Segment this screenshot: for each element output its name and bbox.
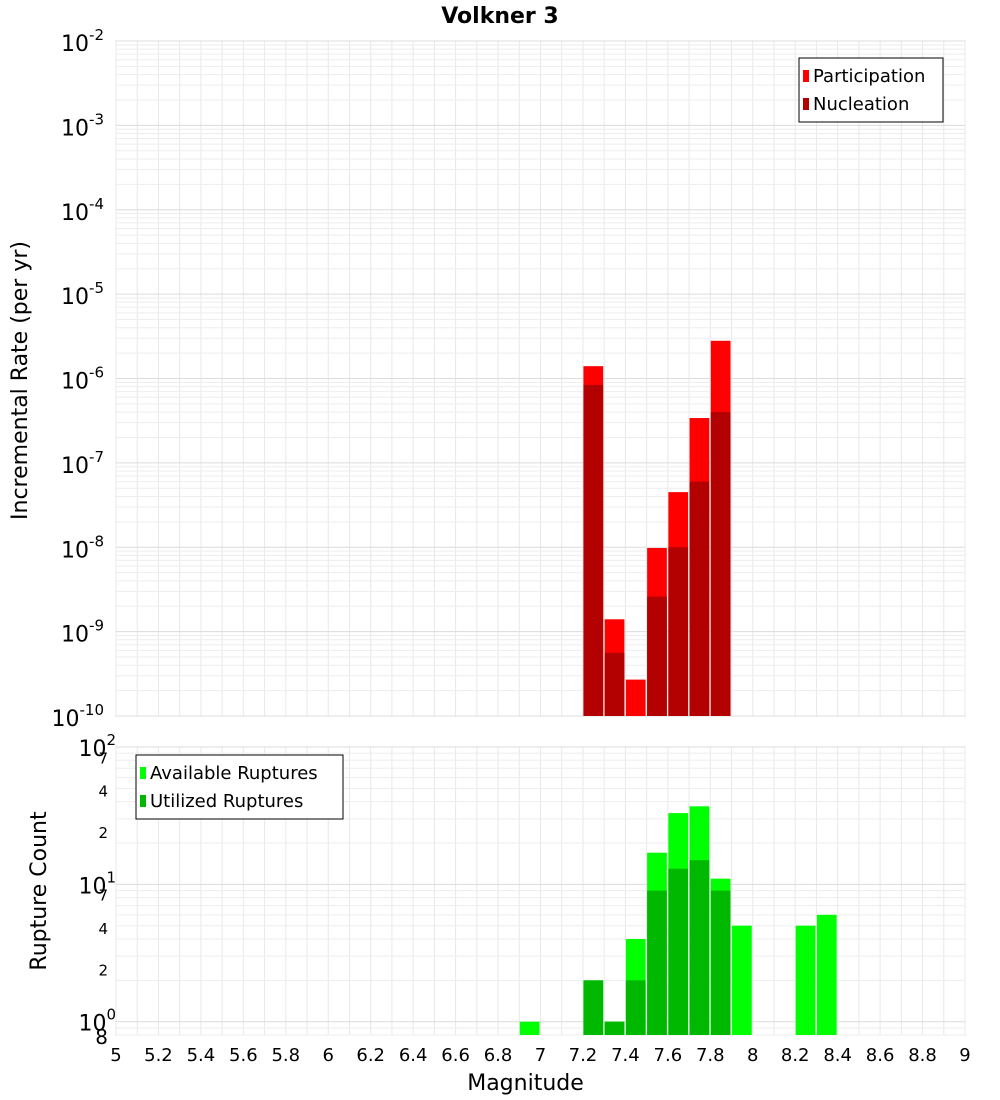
rate-bar-a xyxy=(625,679,646,716)
count-plot-bars xyxy=(519,806,837,1035)
magnitude-x-tick-label: 5.8 xyxy=(271,1045,300,1066)
magnitude-x-tick-label: 8.4 xyxy=(823,1045,852,1066)
magnitude-x-tick-label: 5.4 xyxy=(187,1045,216,1066)
count-bar-b xyxy=(710,890,731,1035)
count-legend-label: Utilized Ruptures xyxy=(150,791,303,812)
rate-y-tick-label: 10-5 xyxy=(61,279,104,310)
count-legend-swatch xyxy=(140,795,146,807)
count-bar-a xyxy=(795,925,816,1035)
magnitude-x-tick-label: 7.6 xyxy=(654,1045,683,1066)
count-y-power-label: 102 xyxy=(78,731,116,762)
rate-y-axis-label: Incremental Rate (per yr) xyxy=(8,241,33,520)
count-y-tick-label: 7 xyxy=(98,887,108,905)
count-bar-b xyxy=(583,980,604,1035)
rate-legend-box xyxy=(798,57,944,123)
rate-plot-bars xyxy=(583,340,731,716)
magnitude-x-axis-label: Magnitude xyxy=(467,1071,584,1096)
count-legend-box xyxy=(135,754,344,820)
rate-plot: 10-10 10-9 10-8 10-7 10-6 10-5 10-4 10-3 10-2 In… xyxy=(8,26,966,732)
count-y-tick-label: 2 xyxy=(98,824,108,842)
rate-legend-label: Participation xyxy=(813,66,925,87)
rate-bar-b xyxy=(647,596,667,716)
count-y-tick-label: 4 xyxy=(98,783,108,801)
magnitude-x-tick-label: 6.8 xyxy=(484,1045,513,1066)
rate-y-tick-label: 10-4 xyxy=(61,195,104,226)
count-legend-label: Available Ruptures xyxy=(150,763,318,784)
rate-y-tick-label: 10-2 xyxy=(61,26,104,57)
magnitude-x-tick-label: 5 xyxy=(110,1045,121,1066)
rate-bar-b xyxy=(668,547,689,716)
count-y-axis-label: Rupture Count xyxy=(27,811,52,971)
magnitude-x-tick-label: 8.6 xyxy=(866,1045,895,1066)
rate-legend-swatch xyxy=(803,98,809,110)
count-bar-b xyxy=(625,980,646,1035)
count-bar-a xyxy=(519,1021,540,1035)
count-y-ticks: 8 2 4 7 2 4 7 100 101 102 xyxy=(78,731,116,1049)
rate-y-tick-label: 10-7 xyxy=(61,448,104,479)
magnitude-x-tick-label: 7.8 xyxy=(696,1045,725,1066)
magnitude-x-tick-label: 5.6 xyxy=(229,1045,258,1066)
chart-title: Volkner 3 xyxy=(441,4,559,29)
count-legend[interactable]: Available Ruptures Utilized Ruptures xyxy=(135,754,344,820)
count-y-tick-label: 7 xyxy=(98,749,108,767)
count-plot: 8 2 4 7 2 4 7 100 101 102 5 5.2 5.4 5.6 5.8 6 6.2 6.4 6.6… xyxy=(27,731,971,1096)
rate-y-tick-label: 10-6 xyxy=(61,364,104,395)
rate-bar-b xyxy=(689,481,710,716)
magnitude-x-tick-label: 6.4 xyxy=(399,1045,428,1066)
rate-legend[interactable]: Participation Nucleation xyxy=(798,57,944,123)
rate-y-tick-label: 10-10 xyxy=(52,701,105,732)
rate-plot-grid xyxy=(115,40,966,717)
count-bar-a xyxy=(816,914,837,1035)
magnitude-x-tick-label: 8.2 xyxy=(781,1045,810,1066)
rate-y-tick-label: 10-9 xyxy=(61,617,104,648)
count-bar-b xyxy=(689,860,710,1035)
magnitude-x-tick-label: 6 xyxy=(323,1045,334,1066)
rate-y-tick-label: 10-3 xyxy=(61,110,104,141)
rate-bar-b xyxy=(583,384,604,716)
count-y-power-label: 101 xyxy=(78,868,116,899)
count-legend-swatch xyxy=(140,767,146,779)
magnitude-x-tick-label: 7.4 xyxy=(611,1045,640,1066)
rate-y-ticks: 10-10 10-9 10-8 10-7 10-6 10-5 10-4 10-3 10-2 xyxy=(52,26,105,732)
magnitude-x-tick-label: 8 xyxy=(747,1045,758,1066)
magnitude-x-tick-label: 7 xyxy=(535,1045,546,1066)
count-bar-a xyxy=(732,925,752,1035)
magnitude-x-ticks: 5 5.2 5.4 5.6 5.8 6 6.2 6.4 6.6 6.8 7 7.2 7.4 7.6 7.8 8… xyxy=(110,1045,970,1066)
count-bar-b xyxy=(647,890,667,1035)
magnitude-x-tick-label: 6.6 xyxy=(441,1045,470,1066)
rate-y-tick-label: 10-8 xyxy=(61,532,104,563)
count-bar-b xyxy=(668,868,689,1035)
rate-bar-b xyxy=(710,412,731,716)
magnitude-x-tick-label: 9 xyxy=(959,1045,970,1066)
count-y-tick-label: 8 xyxy=(95,1025,108,1049)
count-y-tick-label: 4 xyxy=(98,920,108,938)
magnitude-x-tick-label: 5.2 xyxy=(144,1045,173,1066)
count-y-tick-label: 2 xyxy=(98,961,108,979)
count-bar-b xyxy=(604,1021,625,1035)
magnitude-x-tick-label: 8.8 xyxy=(908,1045,937,1066)
count-y-power-label: 100 xyxy=(78,1006,116,1037)
rate-legend-swatch xyxy=(803,70,809,82)
rate-legend-label: Nucleation xyxy=(813,94,909,115)
rate-bar-b xyxy=(604,652,625,716)
magnitude-x-tick-label: 6.2 xyxy=(356,1045,385,1066)
magnitude-x-tick-label: 7.2 xyxy=(569,1045,598,1066)
